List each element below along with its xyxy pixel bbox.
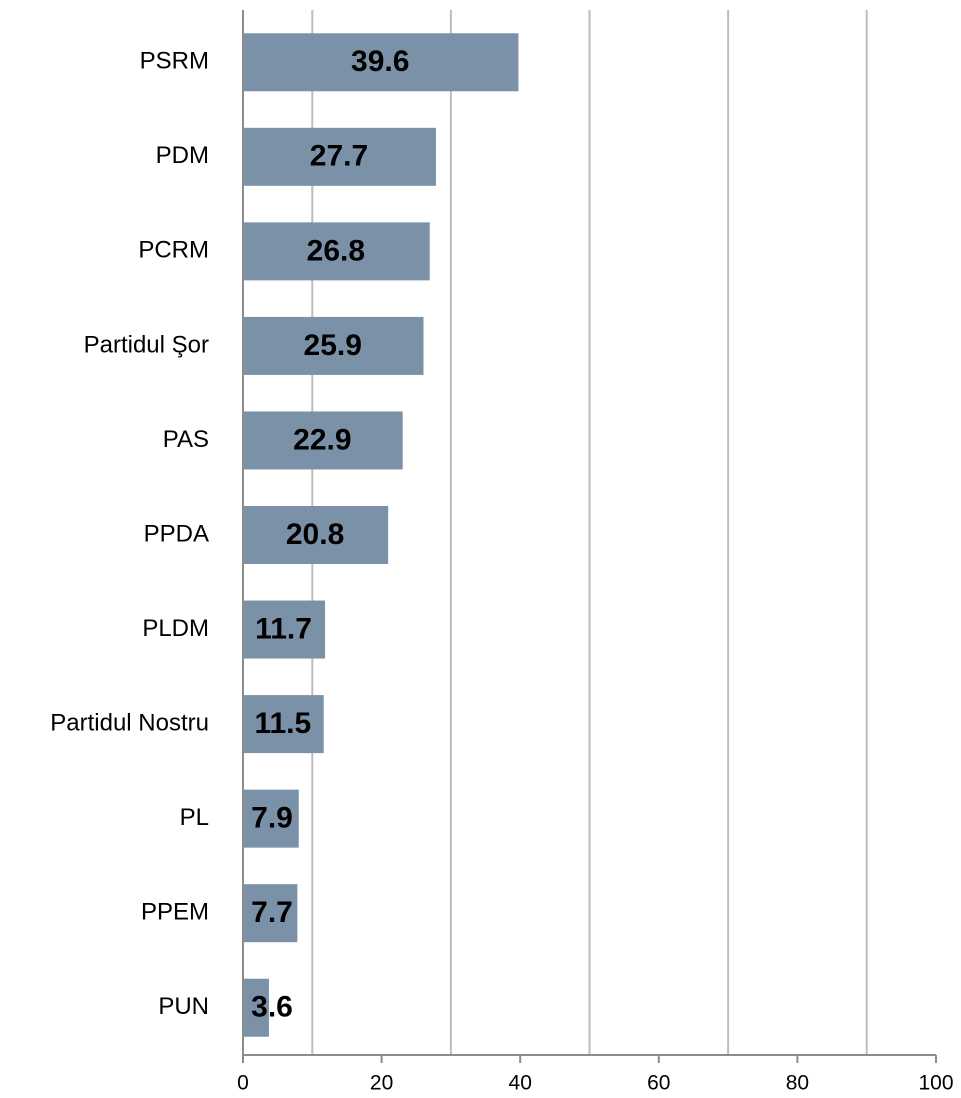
y-tick-label: PUN [158, 993, 209, 1020]
data-label: 22.9 [293, 423, 351, 456]
bar [244, 978, 269, 1037]
y-tick-label: PDM [156, 142, 209, 169]
bar [244, 884, 298, 943]
data-label: 39.6 [351, 45, 409, 78]
bar [244, 506, 389, 564]
data-label: 7.7 [251, 896, 293, 929]
bar [244, 411, 403, 470]
y-tick-label: PCRM [138, 237, 209, 264]
data-label: 25.9 [304, 329, 362, 362]
data-label: 26.8 [307, 234, 365, 267]
data-label: 3.6 [251, 991, 293, 1024]
y-tick-label: PL [180, 804, 209, 831]
y-tick-label: PLDM [142, 615, 209, 642]
data-label: 27.7 [310, 140, 368, 173]
y-tick-label: Partidul Nostru [50, 709, 209, 736]
y-tick-label: PAS [163, 426, 209, 453]
data-label: 11.5 [254, 707, 311, 740]
x-tick-label: 100 [918, 1072, 953, 1095]
data-label: 7.9 [251, 802, 293, 835]
bar [244, 127, 436, 186]
x-tick-label: 80 [786, 1072, 809, 1095]
data-label: 20.8 [286, 518, 344, 551]
y-tick-label: Partidul Şor [84, 331, 209, 358]
data-label: 11.7 [255, 612, 312, 645]
y-tick-label: PPDA [144, 520, 209, 547]
bar [244, 600, 326, 659]
bar [244, 695, 324, 754]
x-tick-label: 60 [647, 1072, 670, 1095]
y-tick-label: PSRM [140, 48, 209, 75]
bar [244, 33, 519, 92]
bar [244, 222, 430, 281]
bar [244, 316, 424, 375]
x-tick-label: 20 [370, 1072, 393, 1095]
x-tick-label: 0 [237, 1072, 249, 1095]
x-tick-label: 40 [509, 1072, 532, 1095]
bar [244, 789, 299, 848]
y-tick-label: PPEM [141, 899, 209, 926]
